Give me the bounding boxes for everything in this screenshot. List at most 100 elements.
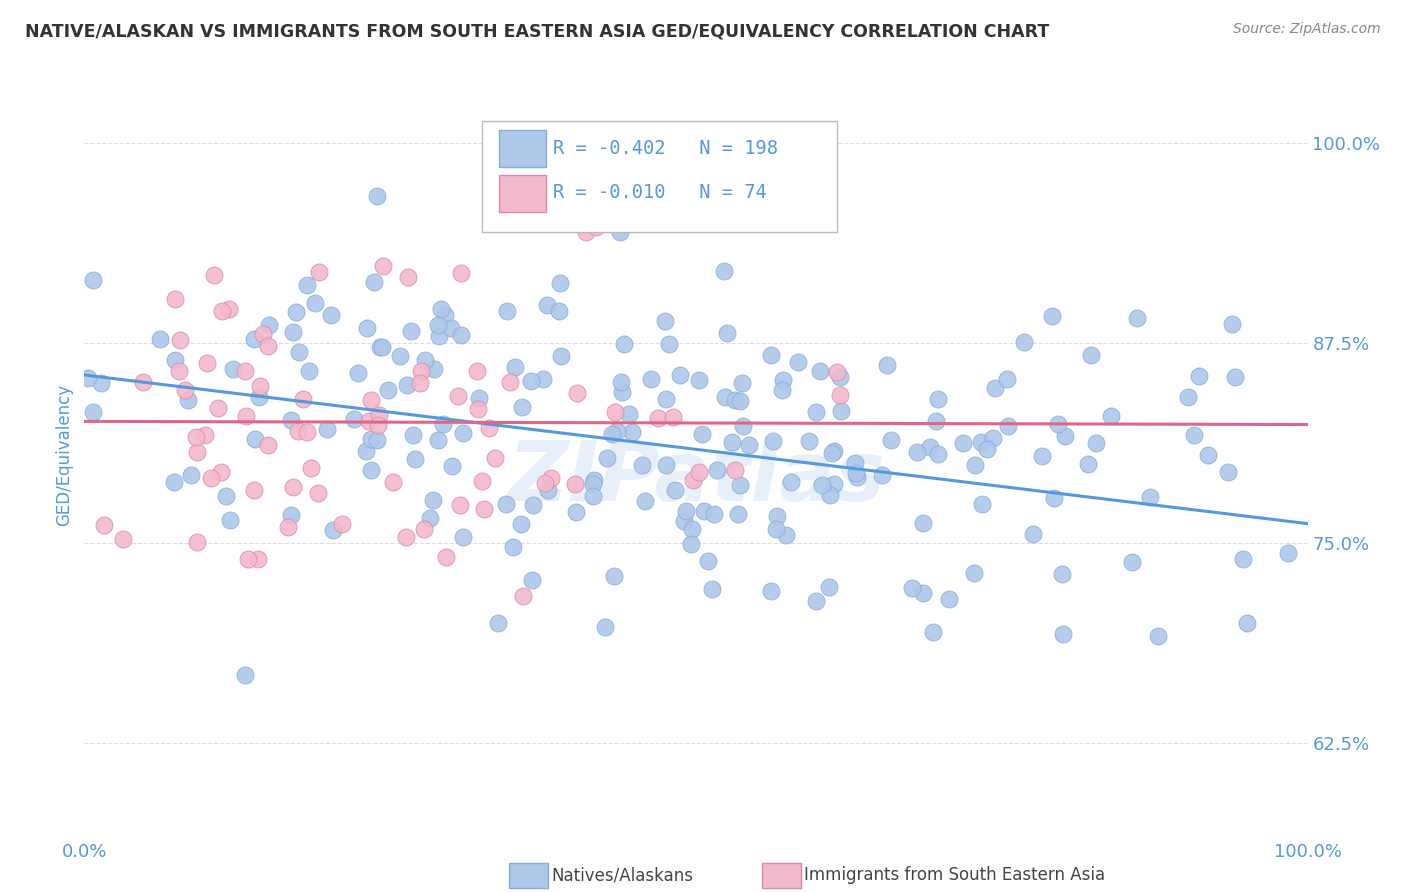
- Point: [404, 452, 426, 467]
- Point: [1012, 335, 1035, 350]
- Point: [817, 580, 839, 594]
- Point: [471, 474, 494, 488]
- Point: [1080, 348, 1102, 362]
- Point: [423, 361, 446, 376]
- Point: [82, 405, 104, 419]
- Point: [440, 458, 463, 473]
- Point: [486, 615, 509, 630]
- Point: [257, 318, 280, 333]
- Point: [759, 348, 782, 362]
- Point: [484, 451, 506, 466]
- Point: [215, 489, 238, 503]
- Point: [681, 522, 703, 536]
- Point: [655, 392, 678, 407]
- Text: R = -0.402   N = 198: R = -0.402 N = 198: [553, 138, 778, 158]
- Point: [564, 476, 586, 491]
- Point: [779, 475, 801, 489]
- Point: [828, 388, 851, 402]
- Point: [702, 582, 724, 597]
- Point: [772, 372, 794, 386]
- Point: [202, 268, 225, 282]
- Point: [880, 434, 903, 448]
- Point: [596, 451, 619, 466]
- Point: [495, 497, 517, 511]
- Point: [690, 427, 713, 442]
- Point: [1046, 417, 1069, 431]
- Point: [952, 436, 974, 450]
- Point: [478, 421, 501, 435]
- Point: [770, 383, 793, 397]
- Point: [585, 219, 607, 234]
- Point: [430, 301, 453, 316]
- Point: [90, 376, 112, 390]
- Point: [547, 304, 569, 318]
- Point: [322, 523, 344, 537]
- Point: [233, 667, 256, 681]
- Point: [963, 566, 986, 581]
- Point: [600, 426, 623, 441]
- Point: [132, 375, 155, 389]
- Point: [697, 554, 720, 568]
- Point: [360, 392, 382, 407]
- FancyBboxPatch shape: [499, 175, 546, 211]
- Point: [468, 391, 491, 405]
- Point: [606, 425, 628, 439]
- Point: [703, 507, 725, 521]
- Point: [366, 434, 388, 448]
- Point: [1277, 546, 1299, 560]
- Point: [634, 494, 657, 508]
- Point: [972, 497, 994, 511]
- Point: [1187, 368, 1209, 383]
- Point: [218, 302, 240, 317]
- Point: [277, 520, 299, 534]
- Point: [495, 303, 517, 318]
- Text: Immigrants from South Eastern Asia: Immigrants from South Eastern Asia: [804, 866, 1105, 884]
- Point: [280, 412, 302, 426]
- Point: [1146, 629, 1168, 643]
- Point: [662, 410, 685, 425]
- Point: [901, 581, 924, 595]
- Point: [233, 364, 256, 378]
- Point: [292, 392, 315, 406]
- Point: [1182, 427, 1205, 442]
- Point: [804, 594, 827, 608]
- Point: [716, 326, 738, 340]
- Point: [222, 362, 245, 376]
- Point: [775, 527, 797, 541]
- Point: [409, 376, 432, 391]
- Point: [450, 327, 472, 342]
- Point: [377, 383, 399, 397]
- Point: [395, 378, 418, 392]
- Point: [399, 325, 422, 339]
- Point: [510, 517, 533, 532]
- Point: [672, 514, 695, 528]
- Text: NATIVE/ALASKAN VS IMMIGRANTS FROM SOUTH EASTERN ASIA GED/EQUIVALENCY CORRELATION: NATIVE/ALASKAN VS IMMIGRANTS FROM SOUTH …: [25, 22, 1049, 40]
- Point: [413, 522, 436, 536]
- Point: [287, 345, 309, 359]
- Point: [574, 225, 596, 239]
- Point: [1177, 391, 1199, 405]
- Point: [243, 432, 266, 446]
- Point: [654, 314, 676, 328]
- Point: [195, 356, 218, 370]
- Point: [1031, 449, 1053, 463]
- Point: [804, 405, 827, 419]
- Point: [319, 309, 342, 323]
- Point: [1040, 309, 1063, 323]
- Point: [682, 473, 704, 487]
- Point: [519, 374, 541, 388]
- Text: R = -0.010   N = 74: R = -0.010 N = 74: [553, 183, 766, 202]
- Point: [664, 483, 686, 497]
- Point: [830, 404, 852, 418]
- Point: [176, 393, 198, 408]
- Point: [249, 390, 271, 404]
- Point: [970, 434, 993, 449]
- Point: [1139, 490, 1161, 504]
- Y-axis label: GED/Equivalency: GED/Equivalency: [55, 384, 73, 526]
- Point: [997, 419, 1019, 434]
- Point: [169, 333, 191, 347]
- Point: [647, 410, 669, 425]
- Point: [1125, 310, 1147, 325]
- Point: [1052, 627, 1074, 641]
- Point: [787, 355, 810, 369]
